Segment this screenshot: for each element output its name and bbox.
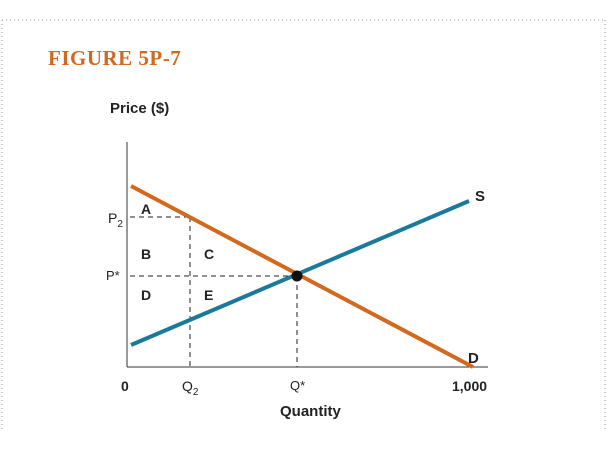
equilibrium-point: [291, 270, 303, 282]
region-label-a: A: [141, 201, 151, 217]
region-label-e: E: [204, 287, 213, 303]
supply-label: S: [475, 188, 485, 205]
region-label-c: C: [204, 246, 214, 262]
y-tick-pstar: P*: [106, 268, 120, 283]
y-axis-label: Price ($): [110, 100, 169, 117]
x-tick-q2: Q2: [182, 378, 199, 398]
x-tick-zero: 0: [121, 378, 129, 394]
demand-label: D: [468, 350, 479, 367]
figure-title: FIGURE 5P-7: [48, 46, 182, 70]
y-tick-p2: P2: [108, 210, 123, 230]
x-tick-qstar: Q*: [290, 378, 305, 393]
x-axis-label: Quantity: [280, 403, 341, 420]
region-label-d: D: [141, 287, 151, 303]
region-label-b: B: [141, 246, 151, 262]
x-tick-1000: 1,000: [452, 378, 487, 394]
